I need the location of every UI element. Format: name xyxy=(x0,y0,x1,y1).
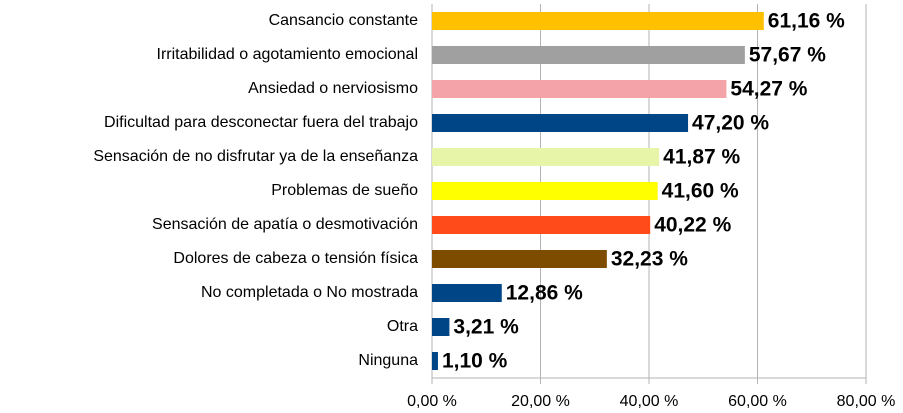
bar xyxy=(432,352,438,370)
y-tick-label: Dificultad para desconectar fuera del tr… xyxy=(104,114,418,131)
x-tick-label: 40,00 % xyxy=(620,393,679,410)
value-label: 61,16 % xyxy=(768,10,845,33)
y-tick-label: Dolores de cabeza o tensión física xyxy=(173,250,418,267)
bar xyxy=(432,46,745,64)
y-tick-label: Cansancio constante xyxy=(269,12,419,29)
bar xyxy=(432,12,764,30)
value-label: 1,10 % xyxy=(442,350,508,373)
y-tick-label: No completada o No mostrada xyxy=(201,284,418,301)
bar xyxy=(432,250,607,268)
value-label: 47,20 % xyxy=(692,112,769,135)
bar xyxy=(432,216,651,234)
value-label: 32,23 % xyxy=(611,248,688,271)
x-tick-label: 0,00 % xyxy=(407,393,457,410)
x-tick-label: 80,00 % xyxy=(837,393,896,410)
value-label: 54,27 % xyxy=(730,78,807,101)
bar xyxy=(432,318,450,336)
value-label: 12,86 % xyxy=(506,282,583,305)
x-tick-label: 20,00 % xyxy=(511,393,570,410)
bar xyxy=(432,284,502,302)
y-tick-label: Ninguna xyxy=(358,352,418,369)
value-label: 41,60 % xyxy=(662,180,739,203)
y-tick-label: Sensación de no disfrutar ya de la enseñ… xyxy=(93,148,418,165)
value-label: 41,87 % xyxy=(663,146,740,169)
bar xyxy=(432,114,689,132)
y-tick-label: Sensación de apatía o desmotivación xyxy=(152,216,418,233)
bar xyxy=(432,80,727,98)
x-tick-label: 60,00 % xyxy=(728,393,787,410)
value-label: 57,67 % xyxy=(749,44,826,67)
y-tick-label: Ansiedad o nerviosismo xyxy=(248,80,418,97)
value-label: 3,21 % xyxy=(453,316,519,339)
bar xyxy=(432,182,658,200)
value-label: 40,22 % xyxy=(654,214,731,237)
y-tick-label: Otra xyxy=(387,318,418,335)
bar xyxy=(432,148,660,166)
y-tick-label: Irritabilidad o agotamiento emocional xyxy=(157,46,418,63)
y-tick-label: Problemas de sueño xyxy=(271,182,418,199)
